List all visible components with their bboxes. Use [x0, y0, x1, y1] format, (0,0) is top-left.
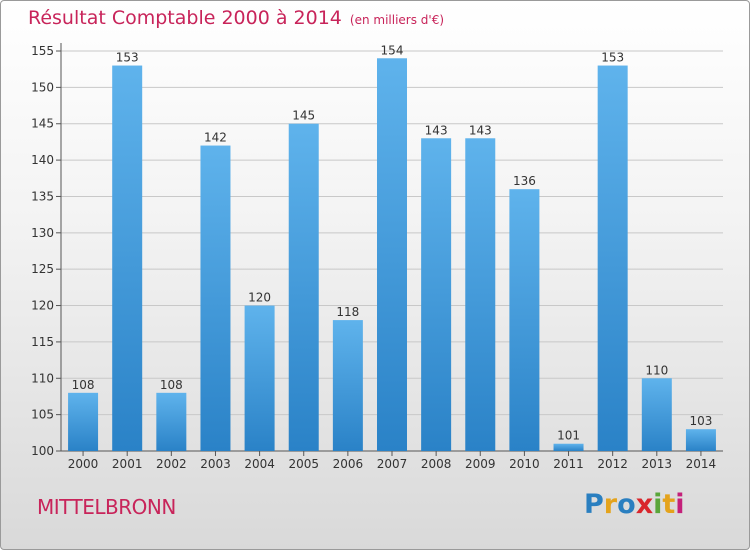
x-tick-label: 2006 [333, 457, 364, 471]
bar [156, 392, 187, 451]
x-tick-label: 2009 [465, 457, 496, 471]
chart-title: Résultat Comptable 2000 à 2014 [28, 7, 342, 29]
bar [112, 65, 143, 451]
bar-value-label: 145 [292, 109, 315, 123]
logo-letter: P [584, 489, 604, 520]
bar-value-label: 108 [160, 378, 183, 392]
bar [641, 378, 672, 451]
bar [68, 392, 99, 451]
y-tick-label: 155 [31, 44, 54, 58]
city-name: MITTELBRONN [37, 495, 176, 519]
bar [465, 138, 496, 452]
bar [553, 443, 584, 451]
logo-letter: t [662, 489, 676, 520]
y-tick-label: 100 [31, 444, 54, 458]
y-tick-label: 135 [31, 189, 54, 203]
x-tick-label: 2010 [509, 457, 540, 471]
x-tick-label: 2011 [553, 457, 584, 471]
bar-value-label: 108 [72, 378, 95, 392]
bar-value-label: 103 [689, 414, 712, 428]
y-tick-label: 110 [31, 371, 54, 385]
bar-value-label: 154 [381, 43, 404, 57]
bar [685, 429, 716, 451]
bar-value-label: 143 [425, 123, 448, 137]
y-tick-label: 120 [31, 299, 54, 313]
bar [200, 145, 231, 451]
x-tick-label: 2004 [244, 457, 275, 471]
y-tick-label: 145 [31, 117, 54, 131]
bar-value-label: 118 [336, 305, 359, 319]
y-tick-label: 115 [31, 335, 54, 349]
x-tick-label: 2001 [112, 457, 143, 471]
chart-title-block: Résultat Comptable 2000 à 2014 (en millie… [28, 7, 444, 29]
y-tick-label: 130 [31, 226, 54, 240]
bar-value-label: 120 [248, 291, 271, 305]
bar [421, 138, 452, 452]
y-tick-label: 140 [31, 153, 54, 167]
bar [288, 123, 319, 452]
x-tick-label: 2002 [156, 457, 187, 471]
x-tick-label: 2000 [68, 457, 99, 471]
y-tick-label: 105 [31, 408, 54, 422]
bar-value-label: 110 [645, 363, 668, 377]
x-tick-label: 2014 [686, 457, 717, 471]
logo-letter: x [635, 489, 654, 520]
bar-value-label: 101 [557, 429, 580, 443]
bar-value-label: 143 [469, 123, 492, 137]
unit-note: (en milliers d'€) [349, 13, 445, 27]
bar [332, 320, 363, 451]
logo-letter: i [653, 489, 663, 520]
bar [377, 58, 407, 451]
bar [509, 189, 540, 451]
x-tick-label: 2007 [377, 457, 408, 471]
x-tick-label: 2008 [421, 457, 452, 471]
x-tick-label: 2012 [597, 457, 628, 471]
proxiti-logo: Proxiti [584, 489, 685, 520]
bar-value-label: 136 [513, 174, 536, 188]
bar [244, 305, 275, 451]
logo-letter: r [603, 489, 618, 520]
bar-value-label: 153 [601, 51, 624, 65]
logo-letter: i [675, 489, 685, 520]
logo-letter: o [617, 489, 636, 520]
bar-value-label: 142 [204, 131, 227, 145]
y-tick-label: 150 [31, 80, 54, 94]
x-tick-label: 2013 [642, 457, 673, 471]
x-tick-label: 2003 [200, 457, 231, 471]
x-tick-label: 2005 [288, 457, 319, 471]
bar [597, 65, 628, 451]
y-tick-label: 125 [31, 262, 54, 276]
bar-value-label: 153 [116, 51, 139, 65]
